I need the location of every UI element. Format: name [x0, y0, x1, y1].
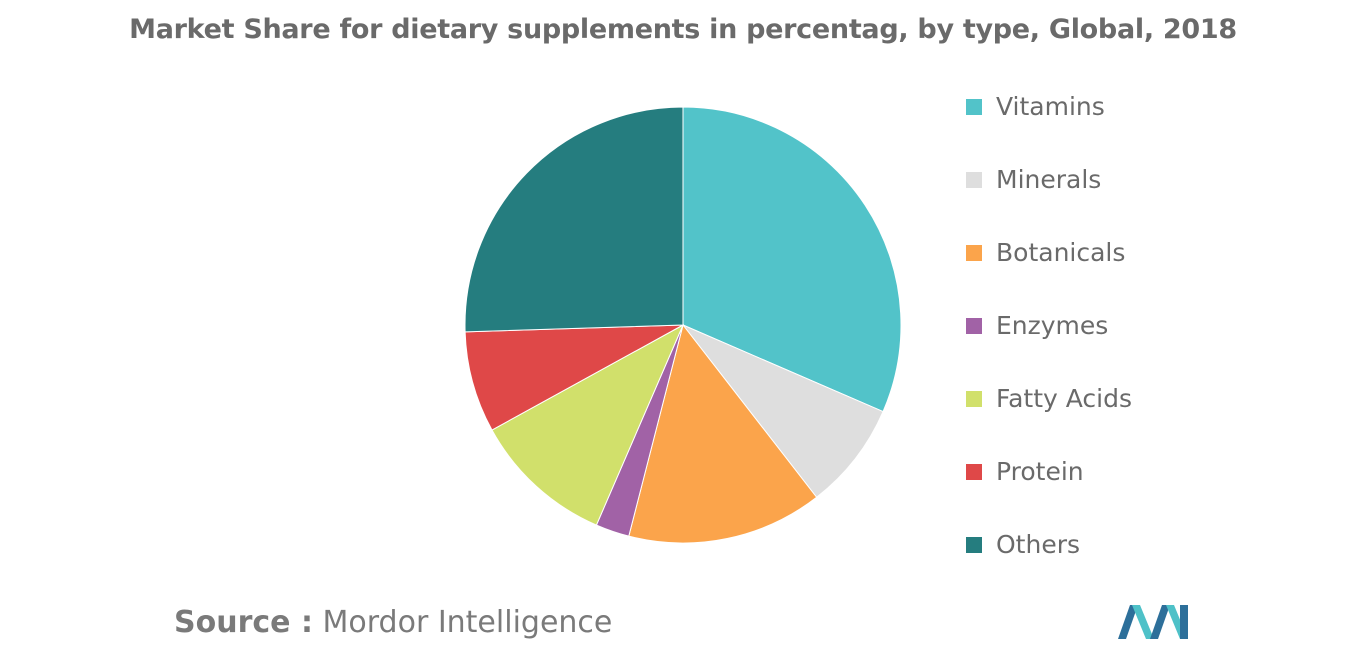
legend-label-minerals: Minerals [996, 165, 1102, 194]
pie-slice-protein [464, 324, 684, 431]
legend-swatch-vitamins [966, 99, 982, 115]
legend-item-fatty-acids: Fatty Acids [966, 378, 1132, 451]
legend-item-others: Others [966, 524, 1132, 597]
legend-item-vitamins: Vitamins [966, 86, 1132, 159]
legend-item-enzymes: Enzymes [966, 305, 1132, 378]
legend-label-fatty-acids: Fatty Acids [996, 384, 1132, 413]
pie-slice-botanicals [628, 323, 818, 544]
legend-label-others: Others [996, 530, 1081, 559]
pie-slice-minerals [682, 324, 884, 498]
legend-swatch-enzymes [966, 318, 982, 334]
legend-item-botanicals: Botanicals [966, 232, 1132, 305]
pie-slice-fatty-acids [491, 323, 685, 526]
legend-item-minerals: Minerals [966, 159, 1132, 232]
mordor-intelligence-logo-icon [1118, 605, 1188, 639]
chart-legend: Vitamins Minerals Botanicals Enzymes Fatty A… [966, 86, 1132, 597]
legend-label-protein: Protein [996, 457, 1084, 486]
legend-swatch-others [966, 537, 982, 553]
legend-label-vitamins: Vitamins [996, 92, 1105, 121]
legend-swatch-botanicals [966, 245, 982, 261]
chart-title: Market Share for dietary supplements in … [129, 14, 1237, 45]
source-name: Mordor Intelligence [322, 605, 613, 640]
source-attribution: Source : Mordor Intelligence [174, 605, 612, 640]
legend-swatch-fatty-acids [966, 391, 982, 407]
source-prefix: Source : [174, 605, 313, 640]
legend-label-botanicals: Botanicals [996, 238, 1126, 267]
legend-label-enzymes: Enzymes [996, 311, 1109, 340]
legend-swatch-minerals [966, 172, 982, 188]
pie-slice-others [464, 106, 684, 333]
legend-item-protein: Protein [966, 451, 1132, 524]
pie-slice-vitamins [682, 106, 902, 413]
legend-swatch-protein [966, 464, 982, 480]
